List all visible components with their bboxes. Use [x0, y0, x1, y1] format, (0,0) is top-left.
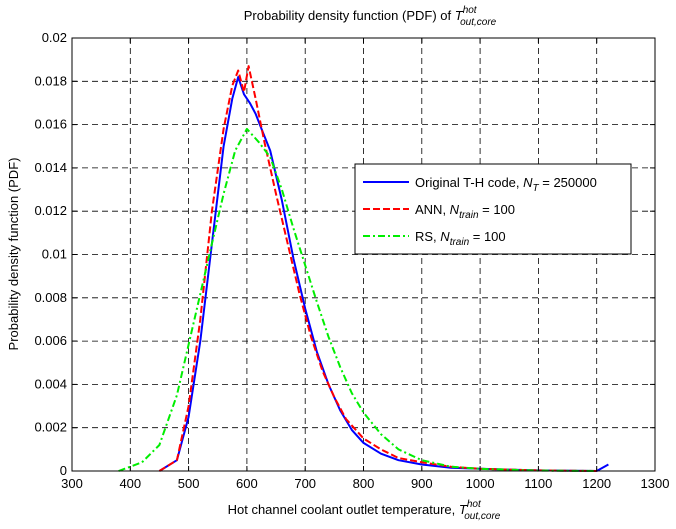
y-tick-label: 0.014 — [34, 160, 67, 175]
y-tick-label: 0.012 — [34, 203, 67, 218]
y-tick-label: 0.02 — [42, 30, 67, 45]
y-tick-label: 0.018 — [34, 73, 67, 88]
x-tick-label: 700 — [294, 476, 316, 491]
x-tick-label: 1000 — [466, 476, 495, 491]
x-axis-title: Hot channel coolant outlet temperature, … — [228, 499, 501, 522]
y-tick-label: 0.016 — [34, 117, 67, 132]
legend: Original T-H code, NT = 250000 ANN, Ntrai… — [354, 163, 632, 255]
x-tick-label: 400 — [119, 476, 141, 491]
series-line-0 — [158, 76, 609, 472]
y-tick-label: 0.002 — [34, 420, 67, 435]
legend-label-1: ANN, Ntrain = 100 — [415, 202, 515, 221]
x-tick-label: 1300 — [641, 476, 670, 491]
legend-label-0: Original T-H code, NT = 250000 — [415, 175, 597, 194]
series-layer — [118, 65, 609, 472]
series-line-1 — [158, 65, 597, 472]
y-tick-label: 0.01 — [42, 247, 67, 262]
y-tick-label: 0.004 — [34, 376, 67, 391]
x-tick-label: 800 — [353, 476, 375, 491]
chart-title: Probability density function (PDF) of Th… — [244, 5, 497, 28]
y-axis-ticks: 0 0.002 0.004 0.006 0.008 0.01 0.012 0.014 0.016… — [34, 30, 655, 478]
series-line-2 — [118, 127, 597, 472]
legend-label-2: RS, Ntrain = 100 — [415, 229, 506, 248]
y-tick-label: 0 — [60, 463, 67, 478]
x-tick-label: 600 — [236, 476, 258, 491]
x-tick-label: 1200 — [582, 476, 611, 491]
x-axis-ticks: 300 400 500 600 700 800 900 1000 1100 1200 1300 — [61, 38, 669, 491]
x-tick-label: 1100 — [524, 476, 552, 491]
x-tick-label: 500 — [178, 476, 200, 491]
legend-box — [354, 163, 632, 255]
x-tick-label: 900 — [411, 476, 433, 491]
y-tick-label: 0.006 — [34, 333, 67, 348]
x-tick-label: 300 — [61, 476, 83, 491]
y-axis-title: Probability density function (PDF) — [6, 158, 21, 351]
y-tick-label: 0.008 — [34, 290, 67, 305]
